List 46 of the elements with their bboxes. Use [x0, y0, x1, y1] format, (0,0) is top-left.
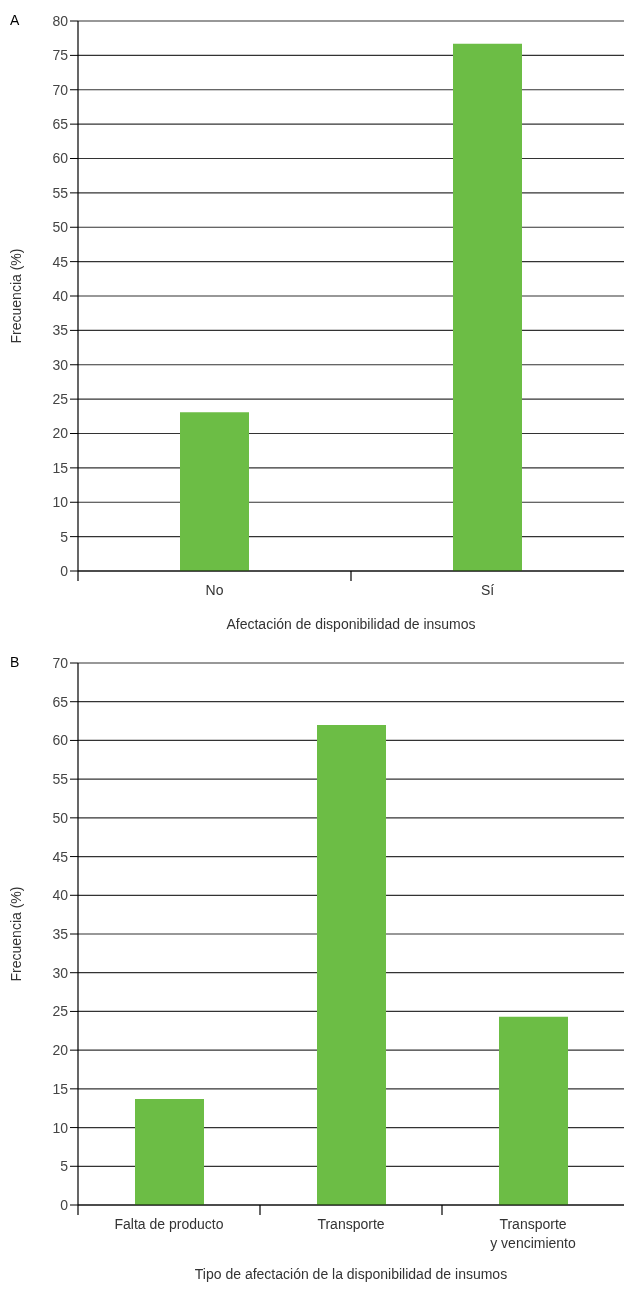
- y-tick-label: 60: [52, 732, 69, 749]
- x-tick-label: Transporte: [317, 1216, 385, 1232]
- bar: [317, 724, 386, 1205]
- y-tick-label: 40: [52, 287, 69, 304]
- y-tick-label: 70: [52, 654, 69, 671]
- y-tick-label: 20: [52, 1042, 69, 1059]
- x-tick-label: No: [205, 582, 224, 598]
- y-axis-title: Frecuencia (%): [7, 886, 24, 982]
- y-tick-label: 45: [52, 253, 69, 270]
- y-tick-label: 30: [52, 964, 69, 981]
- y-tick-label: 30: [52, 356, 69, 373]
- y-tick-label: 25: [52, 391, 69, 408]
- y-tick-label: 5: [60, 1158, 69, 1175]
- y-tick-label: 10: [52, 1119, 69, 1136]
- y-tick-label: 65: [52, 116, 69, 133]
- y-tick-label: 75: [52, 47, 69, 64]
- chart-title: A: [10, 12, 20, 28]
- y-tick-label: 50: [52, 809, 69, 826]
- y-tick-label: 20: [52, 425, 69, 442]
- y-tick-label: 5: [60, 528, 69, 545]
- y-tick-label: 55: [52, 771, 69, 788]
- y-tick-label: 70: [52, 81, 69, 98]
- y-tick-label: 65: [52, 693, 69, 710]
- y-tick-label: 35: [52, 925, 69, 942]
- y-tick-label: 55: [52, 184, 69, 201]
- x-axis-title: Tipo de afectación de la disponibilidad de insumos: [194, 1266, 508, 1282]
- y-tick-label: 80: [52, 12, 69, 29]
- y-axis-title: Frecuencia (%): [7, 248, 24, 344]
- y-tick-label: 0: [60, 1196, 69, 1213]
- x-axis-title: Afectación de disponibilidad de insumos: [226, 616, 476, 632]
- x-tick-label: Falta de producto: [114, 1216, 224, 1232]
- y-tick-label: 40: [52, 887, 69, 904]
- bar: [135, 1098, 204, 1205]
- y-tick-label: 25: [52, 1003, 69, 1020]
- y-tick-label: 35: [52, 322, 69, 339]
- y-tick-label: 0: [60, 562, 69, 579]
- y-tick-label: 15: [52, 1080, 69, 1097]
- y-tick-label: 50: [52, 219, 69, 236]
- bar: [499, 1016, 568, 1205]
- x-tick-label: Sí: [480, 582, 495, 598]
- y-tick-label: 45: [52, 848, 69, 865]
- y-tick-label: 15: [52, 459, 69, 476]
- x-tick-label: Transporte y vencimiento: [490, 1216, 577, 1251]
- chart-title: B: [10, 654, 20, 670]
- y-tick-label: 60: [52, 150, 69, 167]
- y-tick-label: 10: [52, 494, 69, 511]
